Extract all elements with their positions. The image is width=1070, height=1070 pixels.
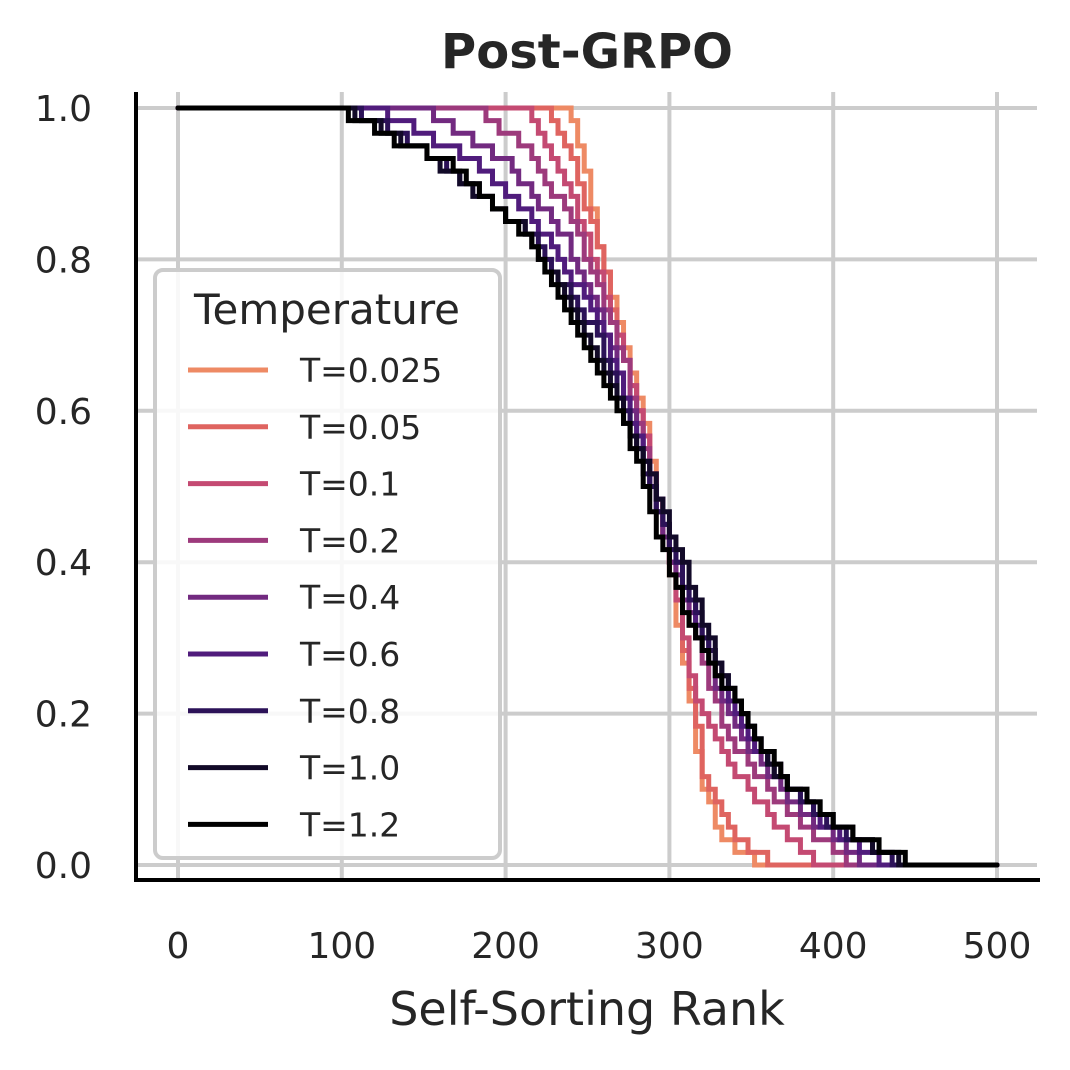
legend-label: T=0.6 (299, 635, 400, 674)
legend-label: T=0.05 (299, 408, 421, 447)
legend-label: T=1.2 (299, 805, 400, 844)
chart-title: Post-GRPO (441, 24, 733, 80)
x-tick-label: 100 (307, 926, 376, 967)
series-lines (175, 105, 1000, 868)
legend-label: T=0.4 (299, 578, 400, 617)
series-line-T=1.2 (175, 105, 1000, 868)
y-tick-label: 0.8 (35, 240, 92, 281)
y-tick-label: 1.0 (35, 89, 92, 130)
y-tick-labels: 0.0 0.2 0.4 0.6 0.8 1.0 (35, 89, 92, 887)
legend-label: T=0.1 (299, 465, 400, 504)
y-tick-label: 0.0 (35, 846, 92, 887)
x-tick-label: 0 (167, 926, 190, 967)
legend-label: T=1.0 (299, 749, 400, 788)
legend-label: T=0.2 (299, 521, 400, 560)
x-tick-label: 300 (635, 926, 704, 967)
x-tick-label: 400 (799, 926, 868, 967)
x-tick-labels: 0 100 200 300 400 500 (167, 926, 1032, 967)
legend: Temperature T=0.025 T=0.05 T=0.1 T=0.2 T=0.4… (153, 268, 502, 860)
legend-label: T=0.8 (299, 692, 400, 731)
y-tick-label: 0.6 (35, 392, 92, 433)
series-line-T=0.025 (175, 105, 1000, 868)
x-tick-label: 200 (471, 926, 540, 967)
x-axis-label: Self-Sorting Rank (389, 982, 785, 1036)
legend-label: T=0.025 (299, 351, 442, 390)
x-tick-label: 500 (963, 926, 1032, 967)
y-tick-label: 0.4 (35, 543, 92, 584)
y-tick-label: 0.2 (35, 695, 92, 736)
legend-title: Temperature (193, 285, 460, 334)
